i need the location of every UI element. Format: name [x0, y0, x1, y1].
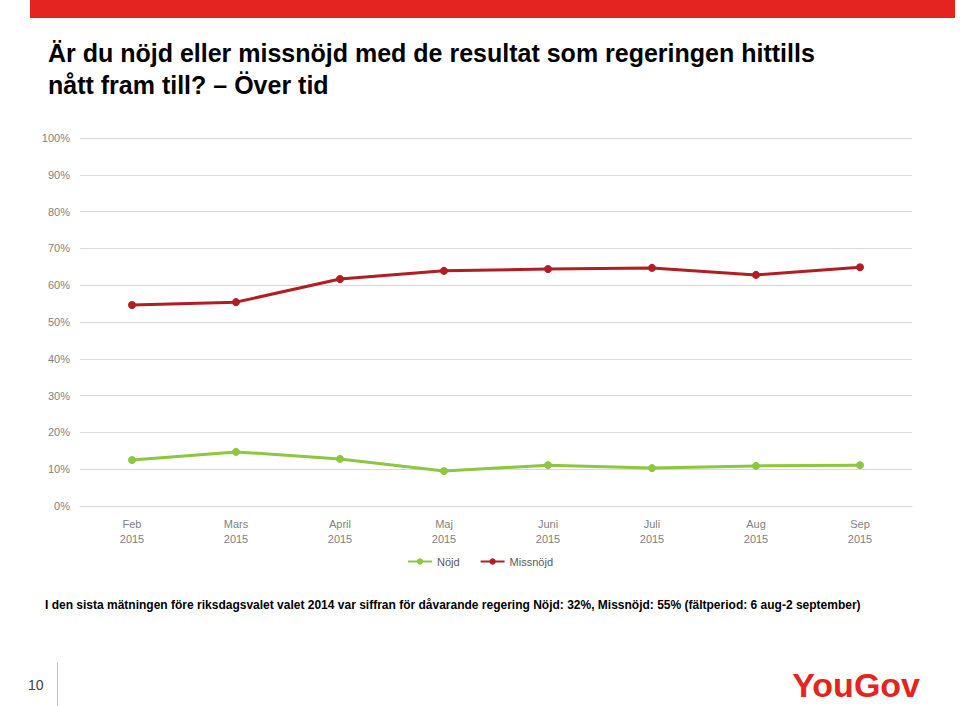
svg-text:80%: 80%: [48, 206, 70, 218]
svg-text:2015: 2015: [536, 533, 560, 545]
svg-text:10%: 10%: [48, 463, 70, 475]
svg-text:Aug: Aug: [746, 518, 766, 530]
svg-text:30%: 30%: [48, 390, 70, 402]
svg-text:YouGov: YouGov: [792, 666, 920, 704]
svg-text:90%: 90%: [48, 169, 70, 181]
svg-text:2015: 2015: [224, 533, 248, 545]
svg-text:40%: 40%: [48, 353, 70, 365]
svg-text:2015: 2015: [744, 533, 768, 545]
svg-text:2015: 2015: [432, 533, 456, 545]
svg-text:0%: 0%: [54, 500, 70, 512]
svg-text:2015: 2015: [848, 533, 872, 545]
svg-text:Maj: Maj: [435, 518, 453, 530]
svg-text:20%: 20%: [48, 426, 70, 438]
svg-text:Feb: Feb: [123, 518, 142, 530]
svg-text:50%: 50%: [48, 316, 70, 328]
svg-text:Mars: Mars: [224, 518, 249, 530]
svg-text:70%: 70%: [48, 242, 70, 254]
svg-text:2015: 2015: [640, 533, 664, 545]
svg-text:2015: 2015: [328, 533, 352, 545]
svg-text:100%: 100%: [42, 132, 70, 144]
svg-text:Är du nöjd eller missnöjd med: Är du nöjd eller missnöjd med de resulta…: [48, 39, 815, 67]
svg-text:Missnöjd: Missnöjd: [510, 556, 553, 568]
svg-text:Juli: Juli: [644, 518, 661, 530]
svg-text:10: 10: [28, 677, 44, 693]
svg-text:Sep: Sep: [850, 518, 870, 530]
svg-text:I den sista mätningen före rik: I den sista mätningen före riksdagsvalet…: [45, 598, 861, 612]
svg-text:April: April: [329, 518, 351, 530]
svg-text:Juni: Juni: [538, 518, 558, 530]
svg-text:nått fram till? – Över tid: nått fram till? – Över tid: [48, 71, 329, 99]
svg-text:Nöjd: Nöjd: [437, 556, 460, 568]
svg-text:60%: 60%: [48, 279, 70, 291]
svg-text:2015: 2015: [120, 533, 144, 545]
